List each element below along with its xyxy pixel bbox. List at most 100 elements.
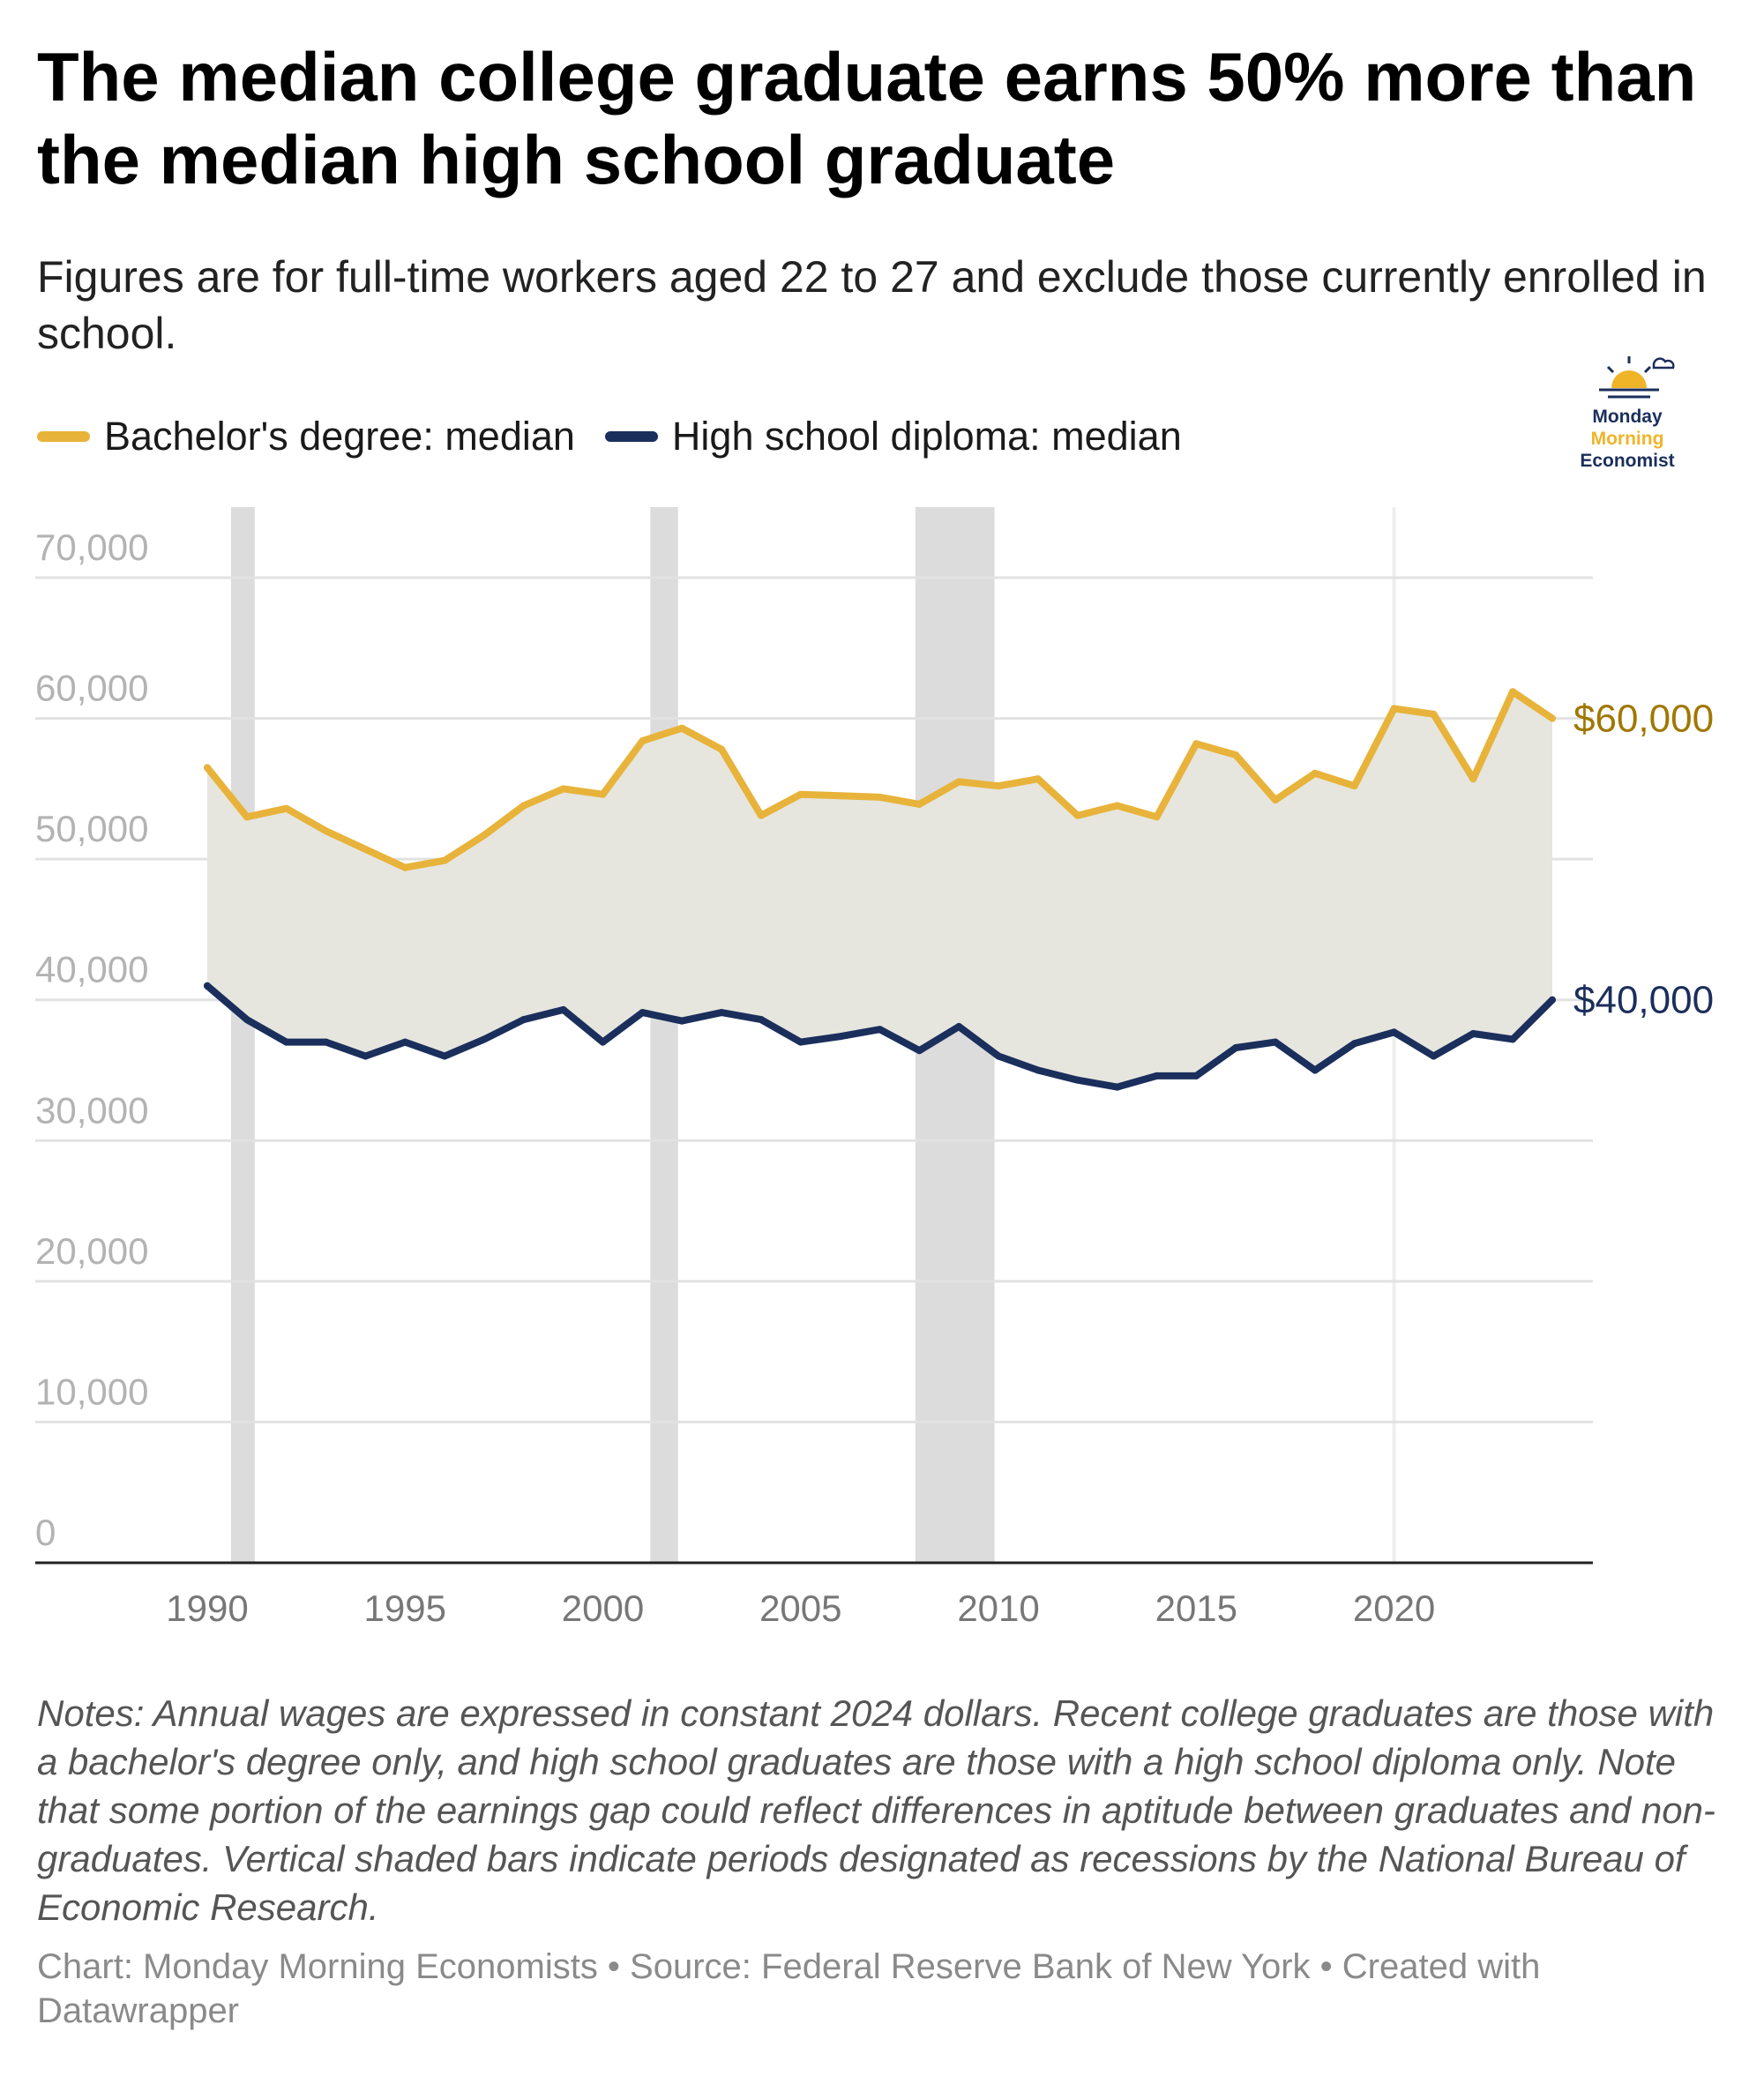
data-point (916, 800, 923, 808)
legend: Bachelor's degree: median High school di… (37, 410, 1212, 463)
y-tick-label: 10,000 (35, 1371, 148, 1412)
data-point (322, 1038, 330, 1046)
x-tick-label: 2015 (1155, 1587, 1237, 1629)
x-tick-label: 2005 (759, 1587, 841, 1629)
data-point (1350, 782, 1358, 790)
logo-text: Monday Morning Economist (1517, 406, 1738, 472)
data-point (322, 827, 330, 835)
data-point (836, 1033, 844, 1041)
x-tick-label: 1990 (166, 1587, 248, 1629)
chart-title: The median college graduate earns 50% mo… (37, 38, 1697, 198)
data-point (519, 802, 527, 810)
data-point (599, 1038, 607, 1046)
line-chart: 0 10,000 20,000 30,000 40,000 50,000 60,000 70,… (35, 507, 1714, 1629)
logo-text-monday: Monday (1592, 407, 1663, 427)
data-point (1272, 1038, 1280, 1046)
data-point (282, 804, 290, 812)
data-point (1272, 796, 1280, 804)
data-point (955, 1023, 963, 1031)
data-point (243, 813, 250, 821)
y-tick-label: 70,000 (35, 527, 148, 568)
data-point (362, 845, 370, 853)
x-tick-label: 2010 (957, 1587, 1039, 1629)
data-point (995, 1052, 1003, 1060)
y-tick-label: 60,000 (35, 668, 148, 709)
data-point (757, 811, 765, 819)
data-point (639, 737, 647, 745)
y-tick-label: 20,000 (35, 1230, 148, 1272)
chart-subtitle: Figures are for full-time workers aged 2… (37, 252, 1707, 358)
data-point (204, 982, 211, 990)
data-point (559, 1005, 567, 1013)
data-point (204, 764, 211, 772)
data-point (1509, 1035, 1517, 1043)
end-label: $40,000 (1573, 979, 1714, 1022)
data-point (362, 1052, 370, 1060)
gap-area (207, 691, 1552, 1087)
y-tick-label: 0 (35, 1512, 56, 1553)
y-tick-label: 50,000 (35, 808, 148, 849)
x-tick-label: 1995 (364, 1587, 446, 1629)
data-point (401, 1038, 409, 1046)
data-point (401, 863, 409, 871)
data-point (1469, 775, 1477, 783)
data-point (678, 1017, 686, 1025)
data-point (1390, 705, 1398, 713)
legend-item-bachelors: Bachelor's degree: median (37, 414, 575, 459)
data-point (243, 1016, 250, 1024)
data-point (1232, 1043, 1240, 1051)
data-point (1311, 1066, 1319, 1074)
legend-item-high-school: High school diploma: median (604, 414, 1182, 459)
data-point (1549, 996, 1556, 1004)
data-point (1232, 751, 1240, 759)
data-point (1153, 813, 1161, 821)
logo-text-morning: Morning (1590, 429, 1664, 449)
data-point (1430, 1052, 1438, 1060)
data-point (480, 832, 488, 840)
data-point (441, 856, 449, 864)
data-point (678, 724, 686, 732)
data-point (1073, 1076, 1081, 1084)
logo-text-economist: Economist (1580, 451, 1675, 471)
data-point (796, 1038, 804, 1046)
data-point (1430, 710, 1438, 718)
data-point (480, 1035, 488, 1043)
legend-label-high-school: High school diploma: median (671, 414, 1182, 459)
data-point (282, 1038, 290, 1046)
data-point (955, 778, 963, 786)
legend-swatch-high-school (604, 431, 658, 442)
chart-credit: Chart: Monday Morning Economists • Sourc… (37, 1947, 1541, 2030)
data-point (599, 790, 607, 798)
data-point (757, 1016, 765, 1024)
data-point (836, 792, 844, 800)
data-point (519, 1016, 527, 1024)
data-point (1034, 775, 1042, 783)
data-point (1192, 1072, 1200, 1079)
data-point (718, 745, 726, 753)
data-point (1390, 1028, 1398, 1036)
data-point (876, 1026, 884, 1034)
data-point (916, 1047, 923, 1055)
data-point (639, 1009, 647, 1017)
data-point (1350, 1040, 1358, 1048)
sun-logo-icon (1599, 356, 1675, 399)
data-point (995, 782, 1003, 790)
data-point (1113, 802, 1121, 810)
data-point (1073, 811, 1081, 819)
data-point (441, 1052, 449, 1060)
data-point (1113, 1083, 1121, 1091)
end-label: $60,000 (1573, 698, 1714, 741)
recession-bar-1 (650, 507, 678, 1563)
x-tick-label: 2000 (562, 1587, 644, 1629)
data-point (1153, 1072, 1161, 1079)
legend-label-bachelors: Bachelor's degree: median (104, 414, 575, 459)
data-point (1192, 740, 1200, 748)
x-tick-label: 2020 (1353, 1587, 1435, 1629)
data-point (1509, 688, 1517, 696)
chart-notes: Notes: Annual wages are expressed in con… (37, 1692, 1715, 1928)
y-tick-label: 30,000 (35, 1089, 148, 1131)
data-point (1034, 1066, 1042, 1074)
data-point (1469, 1030, 1477, 1038)
data-point (1549, 714, 1556, 722)
data-point (559, 785, 567, 793)
